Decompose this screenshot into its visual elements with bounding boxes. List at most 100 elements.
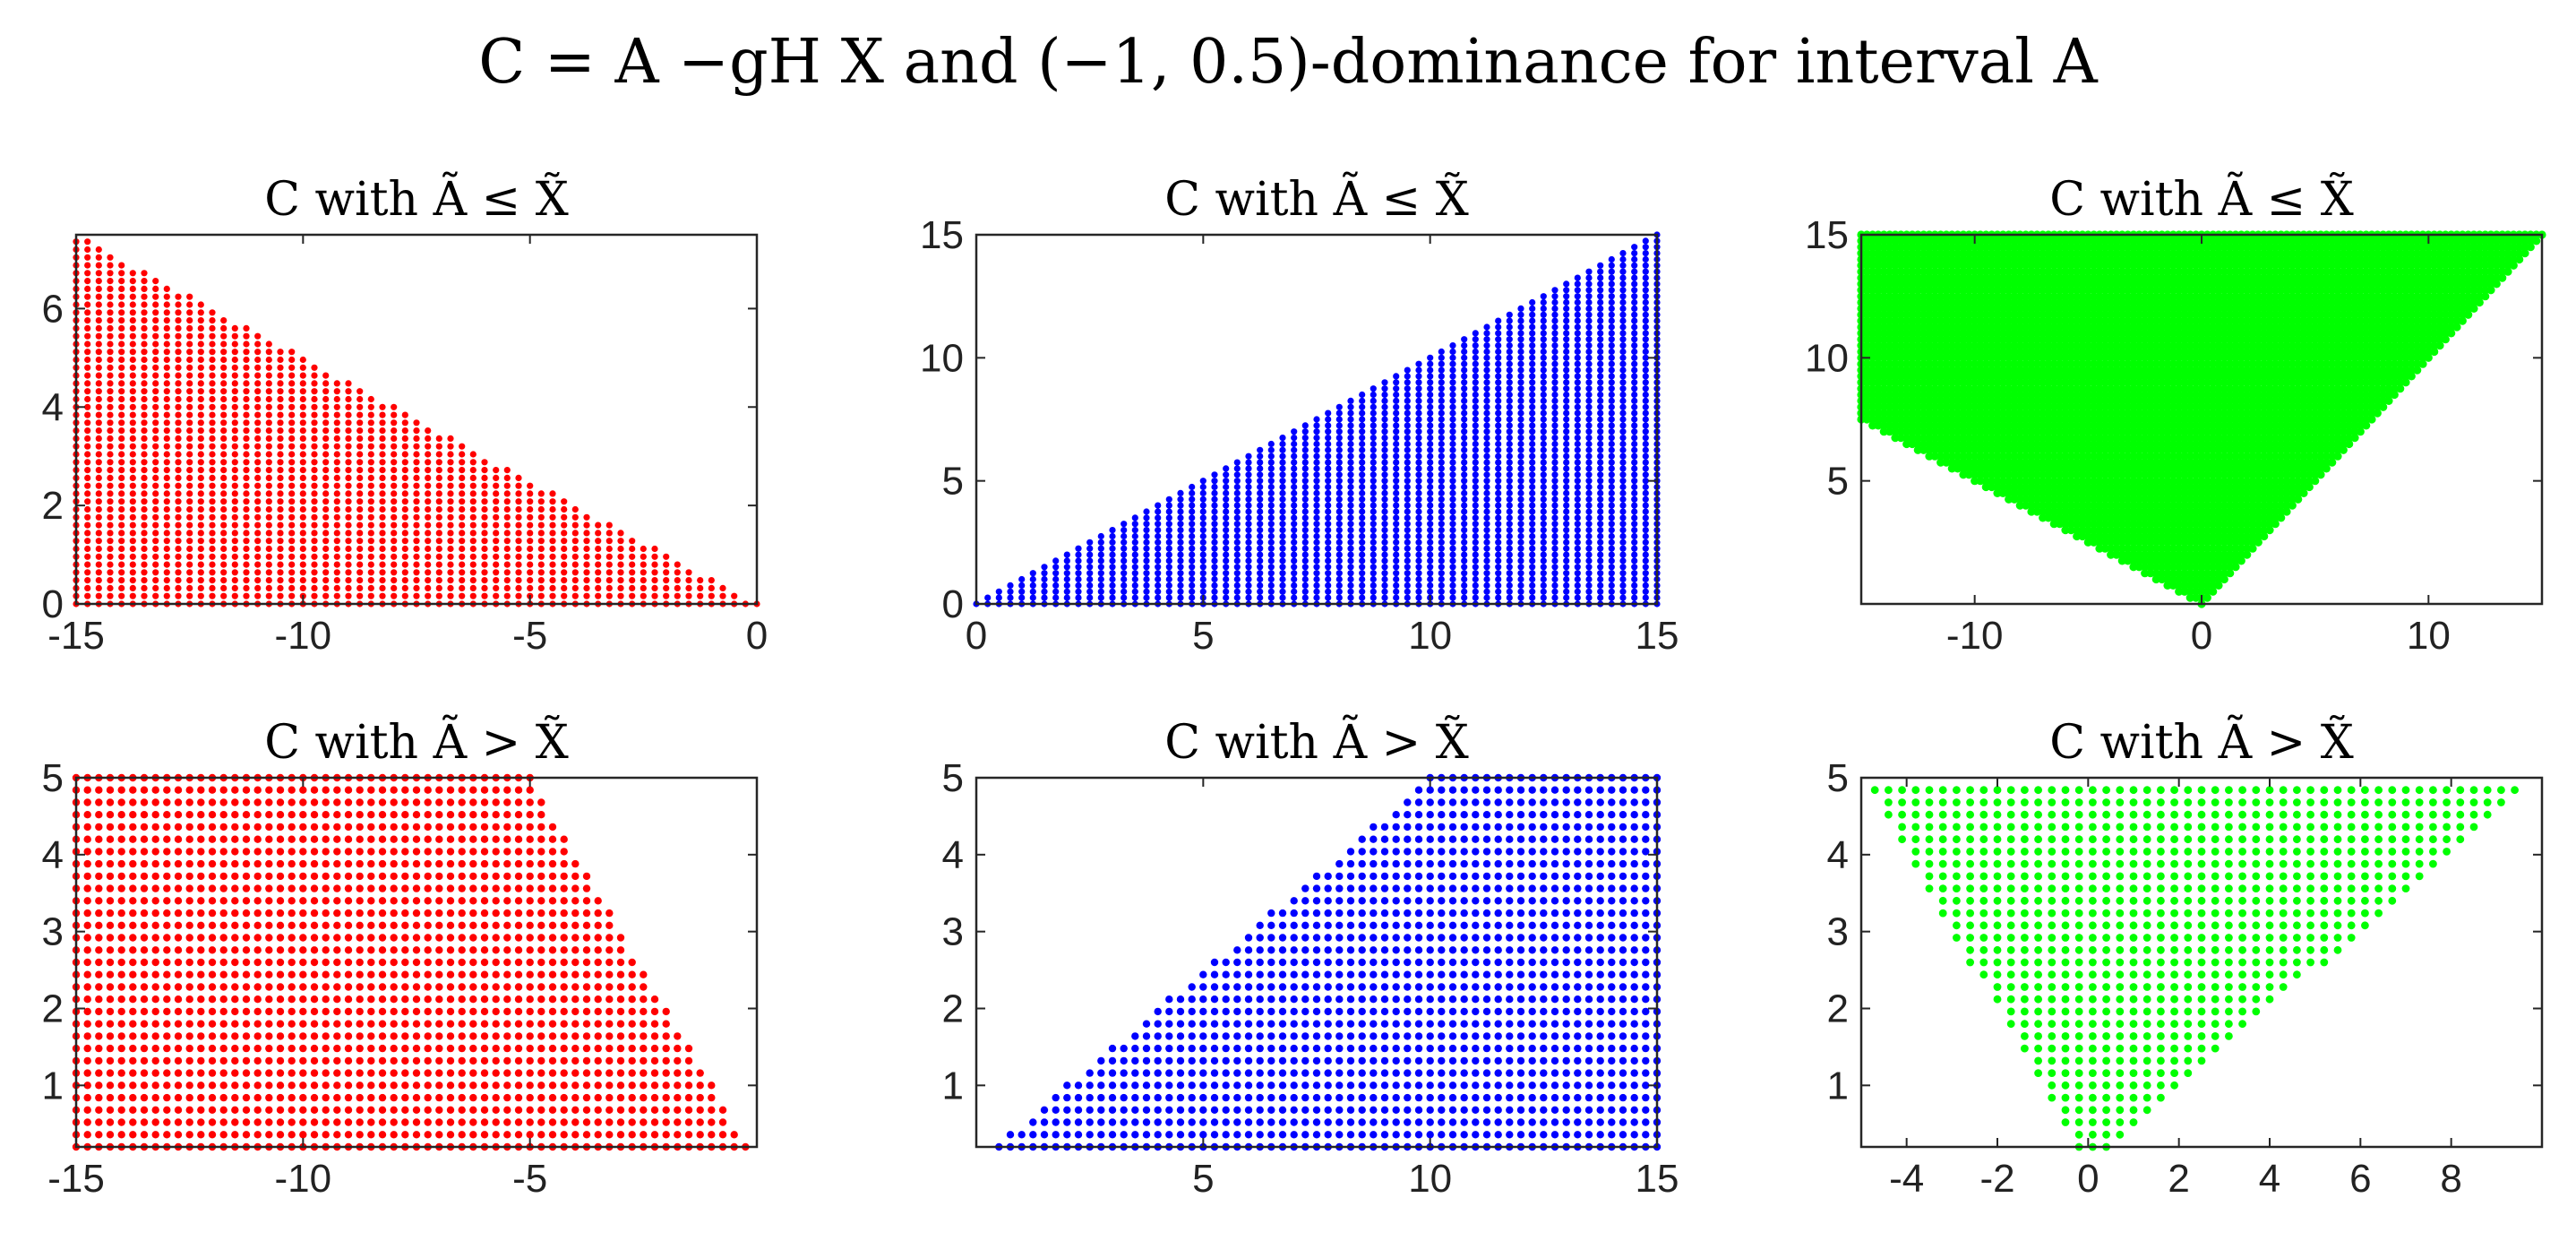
- data-point: [1874, 402, 1883, 411]
- data-point: [2163, 544, 2172, 553]
- data-point: [2322, 421, 2331, 430]
- data-point: [1472, 545, 1479, 552]
- data-point: [197, 411, 204, 418]
- data-point: [2129, 409, 2138, 418]
- data-point: [2214, 550, 2223, 559]
- data-point: [2141, 434, 2150, 443]
- data-point: [118, 577, 125, 584]
- data-point: [265, 411, 272, 418]
- data-point: [1585, 521, 1593, 528]
- data-point: [1585, 539, 1593, 546]
- data-point: [2100, 520, 2109, 529]
- data-point: [1415, 391, 1422, 399]
- data-point: [1642, 268, 1649, 275]
- data-point: [2039, 409, 2048, 418]
- data-point: [1517, 588, 1524, 595]
- data-point: [2078, 526, 2087, 535]
- data-point: [209, 577, 216, 584]
- data-point: [1529, 452, 1536, 460]
- data-point: [2151, 464, 2160, 473]
- data-point: [1998, 439, 2007, 449]
- data-point: [1631, 557, 1638, 564]
- data-point: [2129, 507, 2138, 516]
- data-point: [95, 309, 102, 316]
- data-point: [1177, 575, 1184, 583]
- data-point: [254, 467, 262, 474]
- data-point: [1540, 336, 1547, 343]
- data-point: [1517, 323, 1524, 331]
- data-point: [1279, 521, 1286, 528]
- data-point: [1540, 403, 1547, 410]
- data-point: [469, 451, 477, 458]
- data-point: [1976, 439, 1985, 449]
- data-point: [288, 538, 296, 545]
- data-point: [299, 521, 306, 529]
- data-point: [2197, 464, 2206, 473]
- data-point: [2066, 415, 2075, 424]
- data-point: [2151, 439, 2160, 449]
- data-point: [265, 356, 272, 364]
- data-point: [1109, 570, 1116, 577]
- data-point: [107, 411, 114, 418]
- data-point: [84, 482, 91, 489]
- data-point: [2248, 507, 2257, 516]
- data-point: [2117, 550, 2126, 559]
- data-point: [1642, 428, 1649, 435]
- data-point: [118, 521, 125, 529]
- data-point: [288, 435, 296, 442]
- data-point: [2328, 409, 2337, 418]
- data-point: [1131, 545, 1138, 552]
- data-point: [2083, 507, 2092, 516]
- data-point: [1301, 539, 1309, 546]
- data-point: [1908, 421, 1917, 430]
- data-point: [1233, 557, 1241, 564]
- data-point: [288, 521, 296, 529]
- data-point: [2044, 482, 2053, 492]
- data-point: [1879, 427, 1888, 436]
- data-point: [605, 521, 613, 529]
- data-point: [2056, 482, 2065, 492]
- data-point: [243, 569, 250, 576]
- data-point: [1143, 551, 1150, 558]
- data-point: [152, 474, 159, 482]
- data-point: [1619, 360, 1627, 367]
- data-point: [1495, 557, 1502, 564]
- data-point: [1381, 514, 1388, 521]
- data-point: [1279, 557, 1286, 564]
- data-point: [1540, 539, 1547, 546]
- data-point: [1415, 557, 1422, 564]
- data-point: [1041, 582, 1048, 590]
- data-point: [2220, 531, 2228, 541]
- data-point: [152, 482, 159, 489]
- data-point: [1370, 551, 1377, 558]
- data-point: [95, 349, 102, 356]
- data-point: [95, 317, 102, 324]
- data-point: [1257, 502, 1264, 509]
- data-point: [1540, 471, 1547, 478]
- data-point: [1597, 298, 1604, 306]
- data-point: [1393, 465, 1400, 472]
- data-point: [1597, 570, 1604, 577]
- data-point: [2214, 427, 2223, 436]
- data-point: [571, 569, 579, 576]
- data-point: [2151, 445, 2160, 454]
- data-point: [2078, 501, 2087, 510]
- data-point: [2231, 544, 2240, 553]
- data-point: [1449, 471, 1456, 478]
- data-point: [2202, 526, 2211, 535]
- data-point: [2254, 495, 2263, 504]
- data-point: [1007, 594, 1014, 601]
- data-point: [2146, 409, 2155, 418]
- data-point: [1642, 422, 1649, 429]
- data-point: [1563, 317, 1570, 324]
- data-point: [1574, 532, 1581, 540]
- data-point: [2231, 538, 2240, 547]
- data-point: [1291, 483, 1298, 491]
- data-point: [2197, 439, 2206, 449]
- data-point: [413, 569, 420, 576]
- data-point: [1585, 330, 1593, 337]
- data-point: [1267, 483, 1275, 491]
- data-point: [1359, 527, 1366, 534]
- data-point: [1370, 521, 1377, 528]
- data-point: [175, 513, 182, 521]
